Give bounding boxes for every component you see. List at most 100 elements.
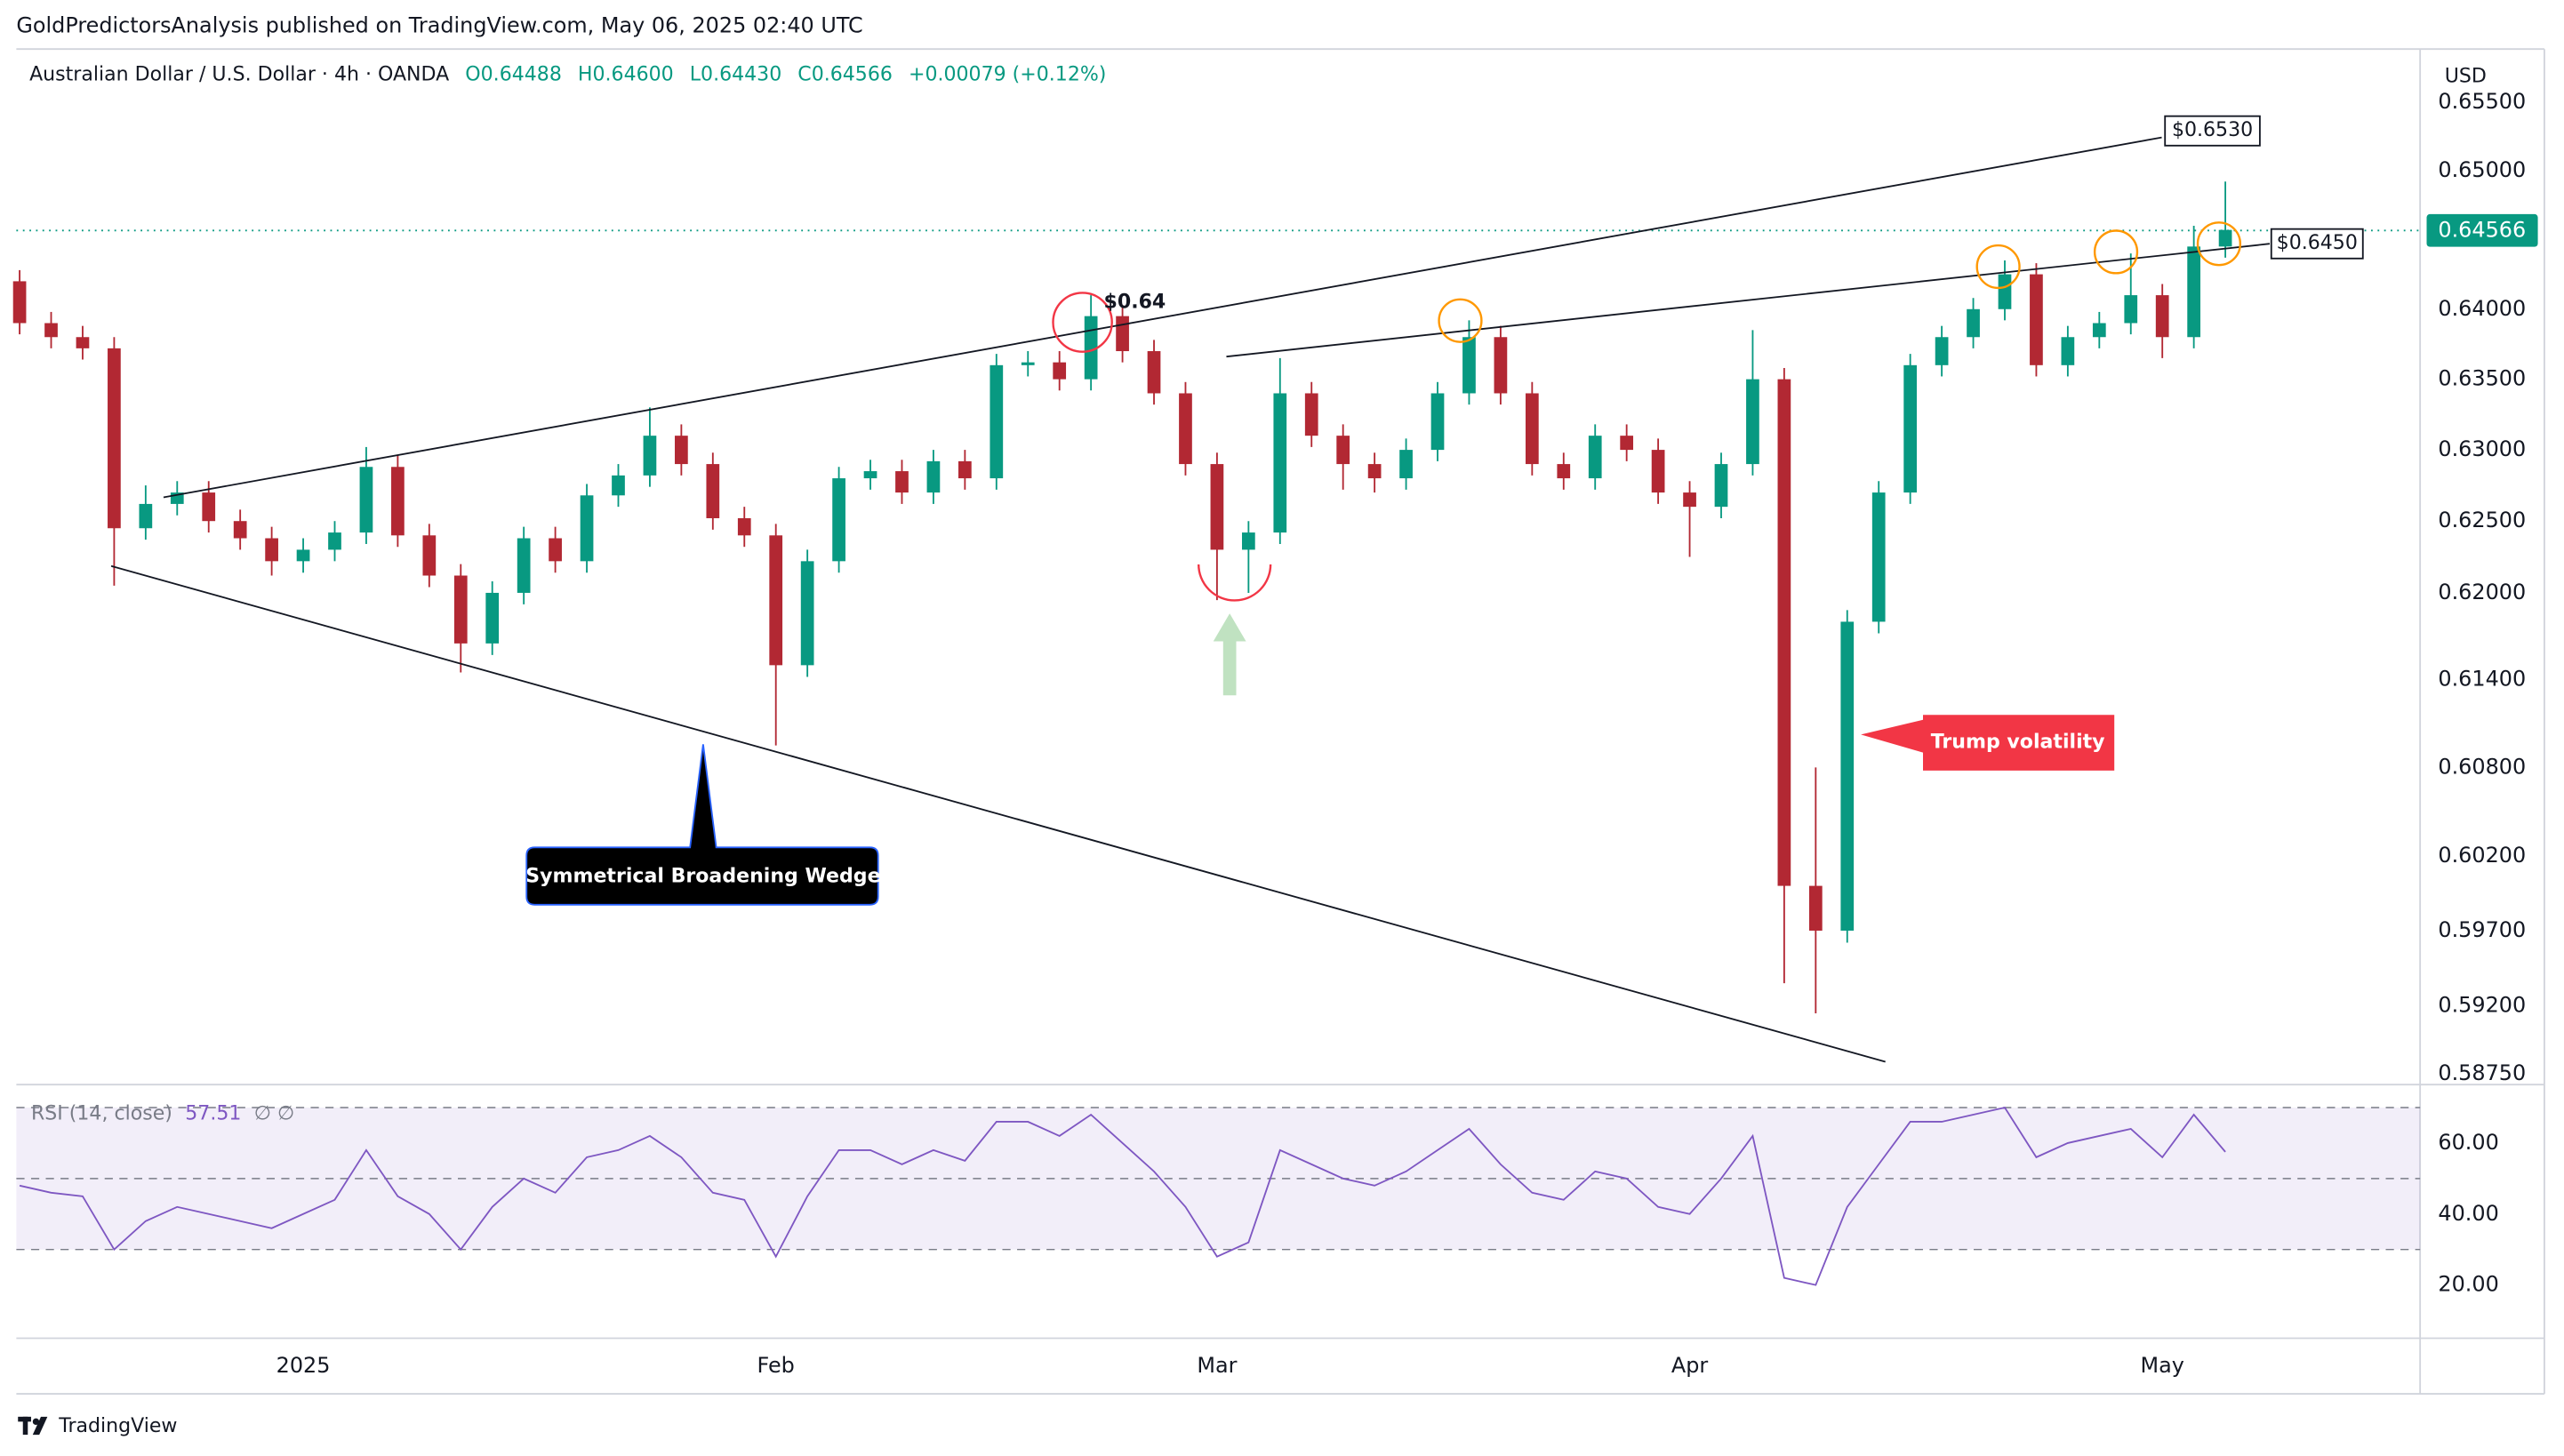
last-price-badge — [2426, 213, 2538, 247]
candle-body — [1588, 436, 1602, 479]
candle-body — [108, 348, 121, 529]
plot: 0.65500 0.65000 0.64000 0.63500 0.63000 0.625… — [12, 89, 2538, 1378]
candle-body — [517, 538, 531, 593]
event-callout — [1861, 715, 2115, 771]
y-tick-label: 0.60800 — [2438, 754, 2526, 779]
candle-body — [1808, 885, 1823, 931]
frame — [16, 48, 2545, 1395]
candle-body — [1336, 436, 1350, 465]
up-arrow — [1213, 613, 1246, 696]
trend-lines — [110, 136, 2271, 1063]
brand-name: TradingView — [58, 1415, 177, 1437]
y-tick-label: 20.00 — [2438, 1272, 2498, 1297]
rsi-line — [19, 1106, 2226, 1286]
candle-body — [1462, 337, 1476, 394]
y-tick-label: 0.59200 — [2438, 993, 2526, 1018]
candle-body — [139, 503, 153, 529]
candle-body — [1557, 464, 1571, 479]
candle-body — [1683, 492, 1696, 508]
y-tick-label: 0.60200 — [2438, 843, 2526, 868]
candle-body — [1179, 393, 1192, 465]
candle-body — [926, 460, 941, 493]
y-tick-label: 0.62500 — [2438, 508, 2526, 532]
candle-body — [202, 492, 216, 522]
candle-body — [391, 467, 405, 536]
candle-body — [1840, 621, 1855, 931]
candle-body — [1399, 450, 1413, 479]
peak-label: $0.64 — [1104, 291, 1166, 313]
x-tick-label: Feb — [757, 1353, 795, 1378]
candle-body — [1021, 362, 1035, 365]
y-tick-label: 0.65500 — [2438, 89, 2526, 114]
candle-body — [1903, 364, 1918, 493]
y-tick-label: 0.59700 — [2438, 917, 2526, 942]
y-tick-label: 0.58750 — [2438, 1060, 2526, 1085]
candle-body — [895, 471, 909, 493]
target-label: $0.6530 — [2172, 119, 2253, 141]
candle-body — [1494, 337, 1508, 394]
candle-body — [1241, 532, 1255, 550]
y-tick-label: 60.00 — [2438, 1130, 2498, 1155]
candle-body — [2218, 229, 2232, 247]
candle-body — [1967, 308, 1980, 338]
event-label: Trump volatility — [1931, 732, 2105, 754]
ohlc-close: C0.64566 — [797, 64, 893, 86]
candle-body — [359, 467, 373, 533]
candle-body — [1367, 464, 1382, 479]
y-tick-label: 0.61400 — [2438, 667, 2526, 692]
candle-body — [44, 323, 58, 338]
candle-body — [1777, 379, 1791, 886]
candle-body — [643, 436, 657, 476]
candle-body — [485, 592, 500, 644]
candle-body — [1210, 464, 1224, 550]
rsi-extra: ∅ ∅ — [254, 1102, 294, 1124]
symbol: Australian Dollar / U.S. Dollar · 4h · O… — [29, 64, 449, 86]
candle-body — [1651, 450, 1665, 493]
candle-body — [422, 535, 437, 576]
candle-body — [1084, 316, 1098, 380]
rsi-legend: RSI (14, close) 57.51 ∅ ∅ — [31, 1102, 294, 1124]
candle-body — [2155, 295, 2169, 338]
rsi-name: RSI (14, close) — [31, 1102, 172, 1124]
candle-body — [1998, 274, 2012, 309]
neckline-label: $0.6450 — [2277, 232, 2358, 254]
y-tick-label: 0.63500 — [2438, 366, 2526, 391]
ohlc-open: O0.64488 — [465, 64, 562, 86]
candle-body — [296, 549, 310, 562]
candle-body — [958, 460, 972, 479]
candle-body — [2124, 295, 2138, 324]
candle-body — [580, 495, 594, 562]
candle-body — [1053, 362, 1067, 380]
candle-body — [328, 532, 341, 550]
candle-body — [1935, 337, 1949, 365]
candle-body — [12, 281, 27, 324]
y-tick-label: 40.00 — [2438, 1201, 2498, 1226]
highlight-circles — [1052, 221, 2242, 602]
candle-body — [1273, 393, 1287, 533]
currency-label: USD — [2445, 65, 2487, 87]
candle-body — [800, 561, 814, 666]
x-tick-label: Apr — [1671, 1353, 1709, 1378]
ohlc-high: H0.64600 — [578, 64, 674, 86]
candle-body — [76, 337, 90, 348]
candle-body — [1304, 393, 1318, 436]
rsi-value: 57.51 — [185, 1102, 241, 1124]
candle-body — [1620, 436, 1634, 451]
y-tick-label: 0.62000 — [2438, 580, 2526, 604]
brand-logo — [18, 1416, 48, 1436]
candle-body — [2092, 323, 2106, 338]
candle-body — [675, 436, 688, 465]
candle-body — [1430, 393, 1445, 451]
y-tick-label: 0.64000 — [2438, 296, 2526, 321]
candle-body — [1147, 351, 1161, 394]
candle-body — [769, 535, 783, 666]
candle-body — [1525, 393, 1539, 465]
last-price-label: 0.64566 — [2438, 217, 2526, 242]
x-tick-label: May — [2140, 1353, 2183, 1378]
candle-body — [233, 521, 247, 539]
candle-body — [265, 538, 278, 562]
y-tick-label: 0.65000 — [2438, 157, 2526, 182]
published-line: GoldPredictorsAnalysis published on Trad… — [16, 12, 862, 37]
pattern-label: Symmetrical Broadening Wedge — [525, 865, 880, 887]
